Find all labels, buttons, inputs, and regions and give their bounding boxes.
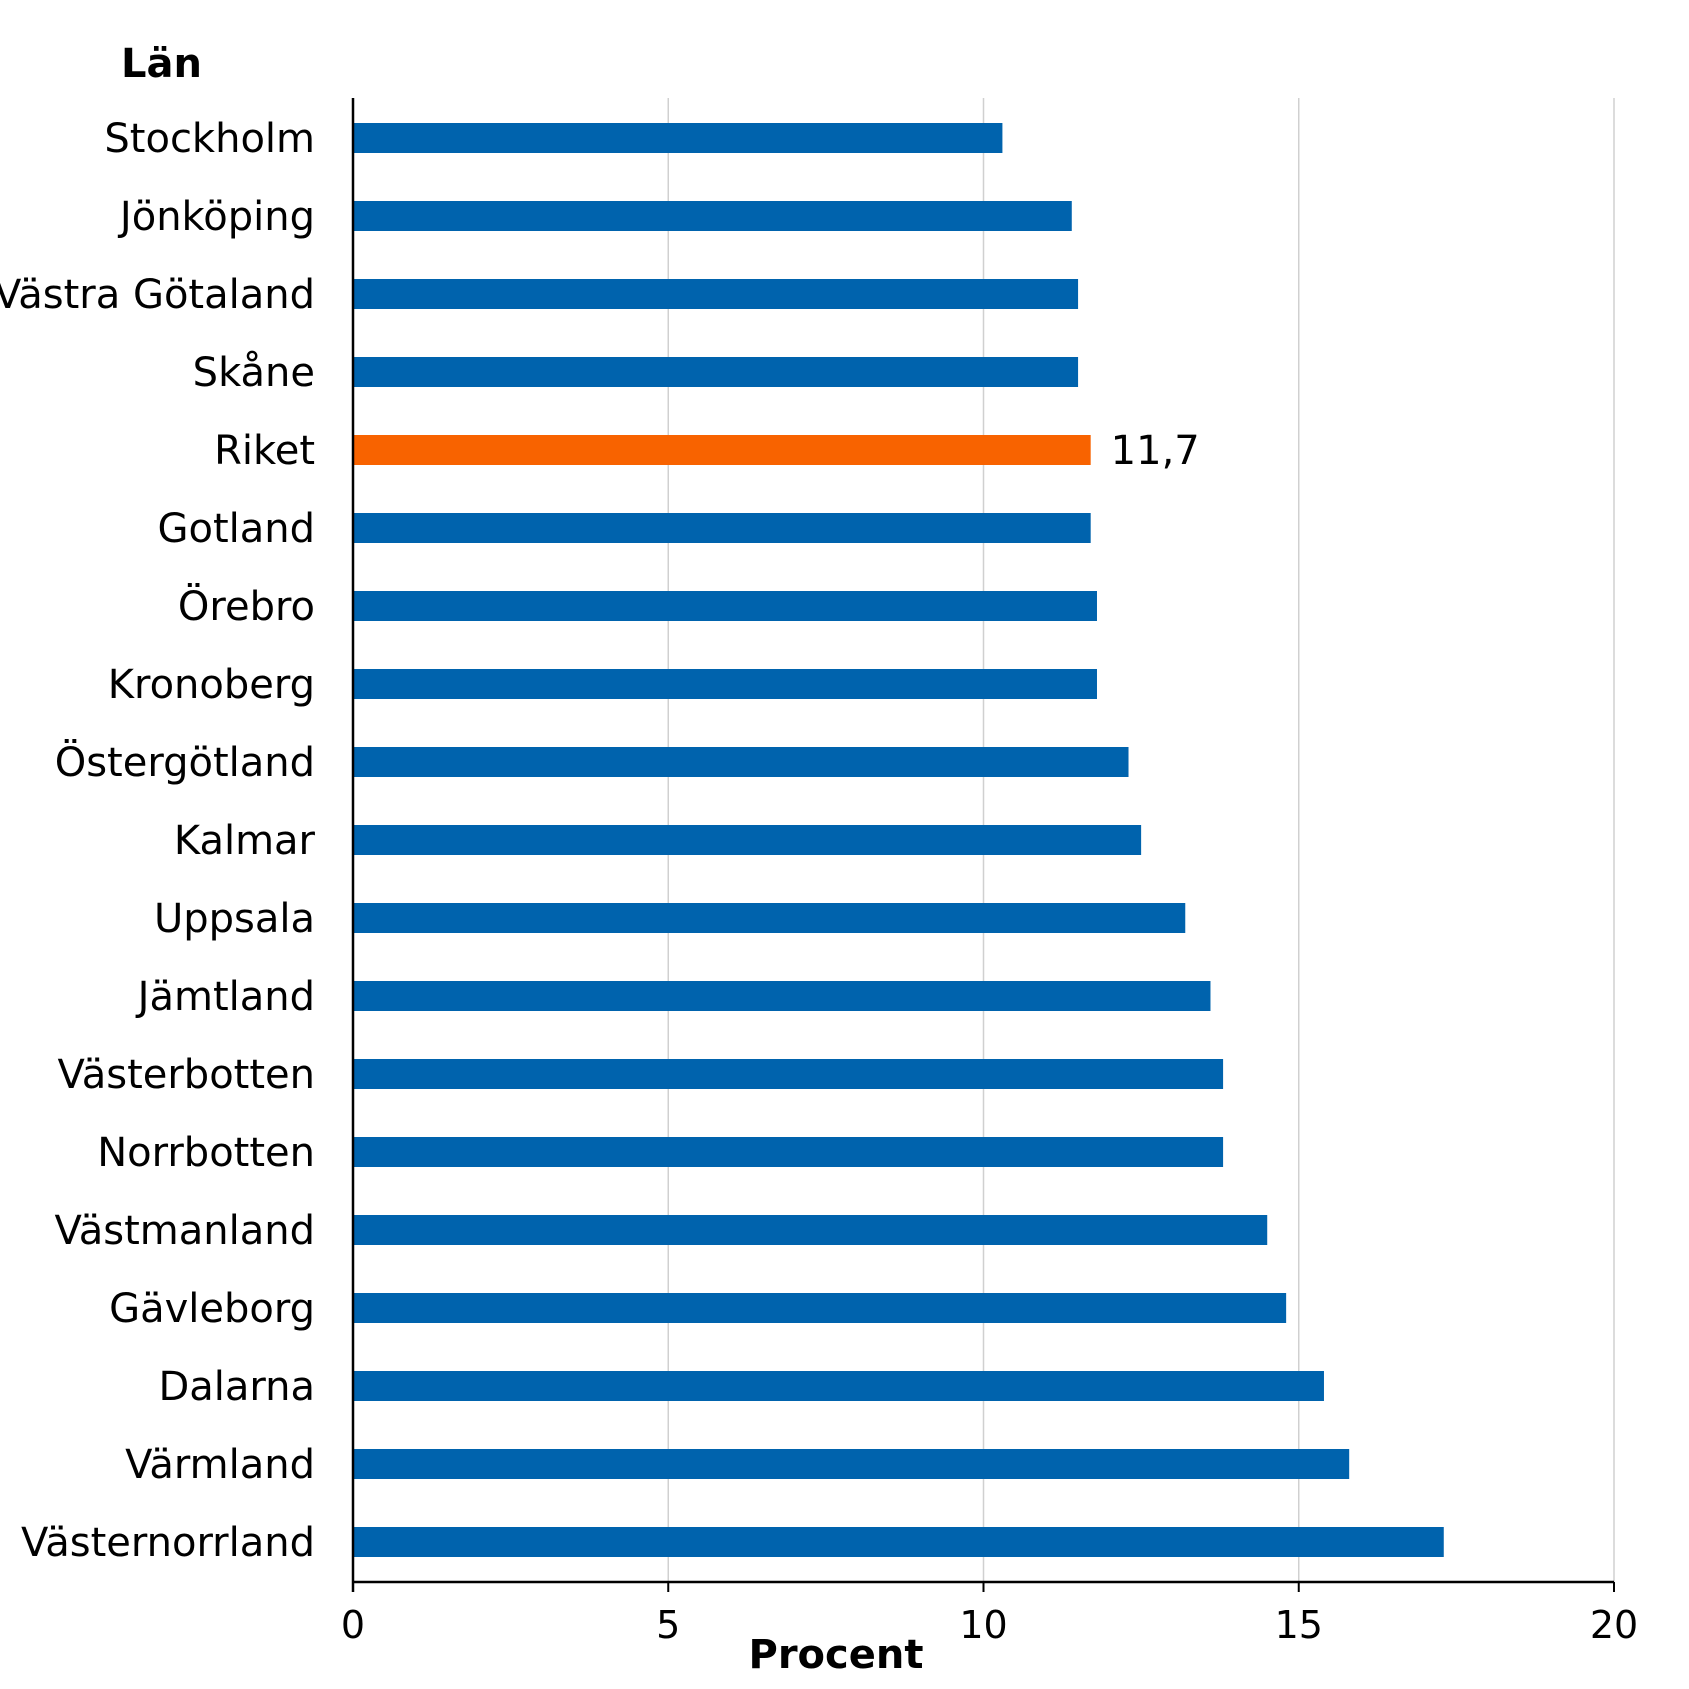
category-label: Dalarna: [158, 1364, 315, 1410]
bar-västernorrland: [353, 1527, 1444, 1557]
bar-uppsala: [353, 903, 1186, 933]
category-label: Gotland: [157, 506, 315, 552]
bar-riket: [353, 435, 1091, 465]
bar-dalarna: [353, 1371, 1324, 1401]
bar-gotland: [353, 513, 1091, 543]
bars: [353, 123, 1444, 1557]
category-label: Norrbotten: [97, 1130, 315, 1176]
x-tick-label: 5: [656, 1603, 680, 1647]
bar-värmland: [353, 1449, 1350, 1479]
bar-gävleborg: [353, 1293, 1287, 1323]
category-labels: Stockholm Jönköping Västra Götaland Skåne Ri…: [0, 116, 316, 1566]
y-axis-title: Län: [121, 41, 202, 87]
category-label: Jämtland: [135, 974, 315, 1020]
bar-stockholm: [353, 123, 1003, 153]
bar-jönköping: [353, 201, 1072, 231]
bar-jämtland: [353, 981, 1211, 1011]
category-label: Kalmar: [174, 818, 316, 864]
bar-norrbotten: [353, 1137, 1224, 1167]
category-label: Gävleborg: [109, 1286, 315, 1332]
category-label: Skåne: [193, 350, 315, 396]
x-axis-title: Procent: [749, 1632, 924, 1678]
bar-örebro: [353, 591, 1097, 621]
bar-kronoberg: [353, 669, 1097, 699]
x-tick-label: 20: [1590, 1603, 1638, 1647]
bar-västmanland: [353, 1215, 1268, 1245]
axes: [351, 98, 1614, 1592]
x-tick-labels: 0 5 10 15 20: [341, 1582, 1638, 1647]
category-label: Värmland: [125, 1442, 315, 1488]
category-label: Örebro: [178, 582, 315, 630]
category-label: Östergötland: [55, 738, 315, 786]
x-tick-label: 10: [959, 1603, 1007, 1647]
category-label: Kronoberg: [108, 662, 315, 708]
category-label: Stockholm: [104, 116, 315, 162]
category-label: Västernorrland: [21, 1520, 315, 1566]
category-label: Jönköping: [117, 194, 315, 240]
category-label: Västerbotten: [57, 1052, 315, 1098]
bar-kalmar: [353, 825, 1142, 855]
bar-skåne: [353, 357, 1079, 387]
x-tick-label: 0: [341, 1603, 365, 1647]
bar-västerbotten: [353, 1059, 1224, 1089]
category-label: Västra Götaland: [0, 272, 315, 318]
x-tick-label: 15: [1275, 1603, 1323, 1647]
category-label: Riket: [214, 428, 315, 474]
bar-västra-götaland: [353, 279, 1079, 309]
bar-östergötland: [353, 747, 1129, 777]
category-label: Uppsala: [154, 896, 315, 942]
riket-data-label: 11,7: [1111, 428, 1200, 474]
category-label: Västmanland: [55, 1208, 316, 1254]
